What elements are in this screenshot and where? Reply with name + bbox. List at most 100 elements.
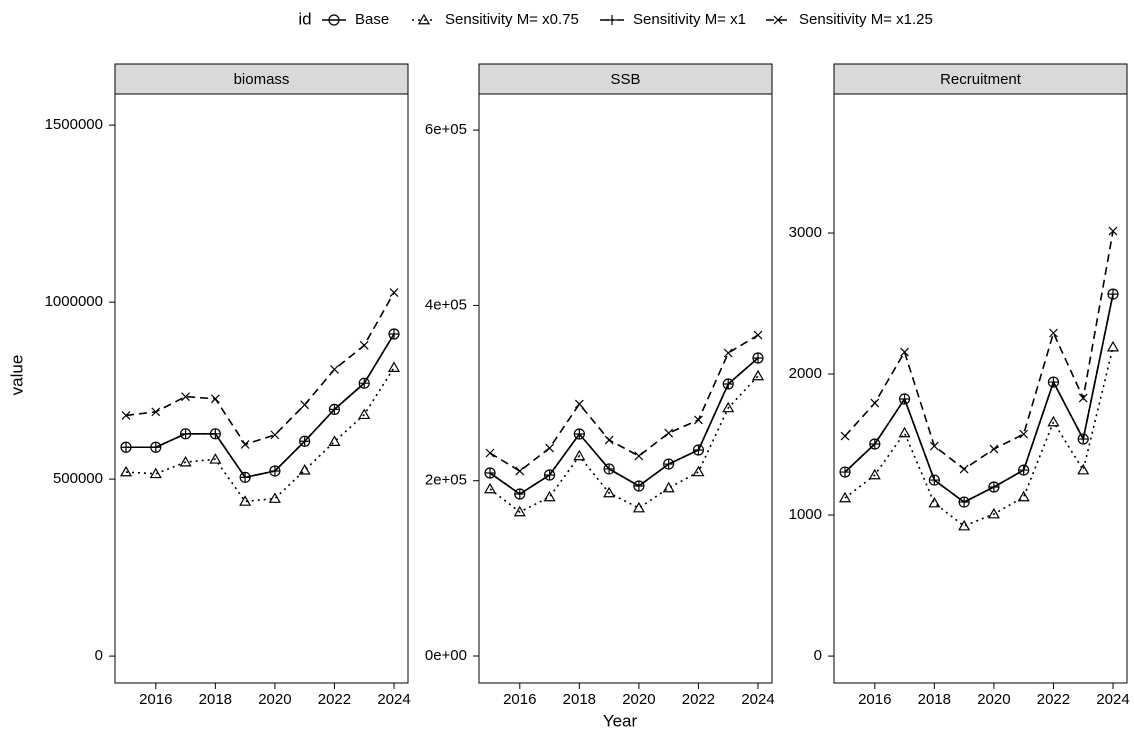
panel-title: SSB: [610, 71, 640, 88]
marker: [723, 379, 734, 390]
marker: [240, 440, 250, 449]
marker: [543, 490, 556, 502]
series-line: [489, 357, 759, 495]
y-tick-label: 500000: [53, 470, 103, 487]
marker: [515, 466, 525, 476]
y-tick-label: 2000: [789, 365, 822, 382]
x-tick-label: 2024: [1096, 691, 1129, 708]
marker: [328, 435, 341, 446]
marker: [210, 394, 220, 404]
marker: [751, 369, 765, 381]
marker: [929, 475, 940, 486]
marker: [1049, 328, 1058, 338]
legend-marker: [607, 15, 617, 25]
legend-marker: [328, 14, 340, 26]
x-tick-label: 2018: [563, 691, 596, 708]
marker: [210, 428, 221, 439]
marker: [604, 463, 615, 474]
x-tick-label: 2024: [377, 691, 410, 708]
x-tick-label: 2016: [139, 691, 172, 708]
marker: [299, 436, 310, 447]
legend-title: id: [298, 9, 311, 28]
plot-frame: [833, 93, 1128, 684]
marker: [180, 428, 191, 439]
marker: [359, 378, 370, 389]
panel-title: Recruitment: [940, 71, 1022, 88]
marker: [483, 482, 497, 494]
marker: [838, 491, 852, 503]
marker: [329, 404, 340, 415]
strip: [833, 63, 1128, 95]
strip: [114, 63, 409, 95]
y-tick-label: 6e+05: [425, 121, 467, 138]
y-tick-label: 3000: [789, 224, 822, 241]
marker: [662, 481, 675, 493]
marker: [840, 431, 850, 441]
marker: [387, 361, 401, 372]
series-line: [844, 293, 1114, 504]
marker: [959, 464, 969, 474]
marker: [753, 352, 764, 363]
marker: [574, 399, 584, 409]
strip: [478, 63, 773, 95]
x-tick-label: 2022: [1037, 691, 1070, 708]
series-line: [489, 375, 759, 513]
series-line: [125, 292, 395, 446]
marker: [179, 455, 192, 467]
marker: [603, 486, 616, 498]
x-tick-label: 2020: [258, 691, 291, 708]
x-tick-label: 2022: [318, 691, 351, 708]
x-tick-label: 2024: [741, 691, 774, 708]
marker: [1078, 393, 1088, 403]
y-tick-label: 4e+05: [425, 296, 467, 313]
legend-label: Sensitivity M= x1.25: [799, 11, 933, 28]
marker: [899, 394, 910, 405]
marker: [632, 501, 645, 513]
marker: [694, 415, 703, 425]
legend-marker: [773, 15, 783, 25]
marker: [753, 330, 763, 340]
marker: [663, 459, 674, 470]
marker: [544, 470, 555, 481]
marker: [270, 430, 280, 440]
x-tick-label: 2016: [858, 691, 891, 708]
marker: [240, 472, 251, 483]
marker: [359, 340, 369, 350]
marker: [513, 505, 526, 517]
y-tick-label: 2e+05: [425, 472, 467, 489]
marker: [1106, 340, 1120, 352]
marker: [209, 453, 222, 464]
x-tick-label: 2020: [622, 691, 655, 708]
marker: [121, 410, 131, 420]
marker: [239, 495, 252, 506]
marker: [573, 449, 586, 461]
marker: [1047, 415, 1060, 427]
marker: [121, 442, 132, 453]
x-tick-label: 2018: [918, 691, 951, 708]
marker: [1017, 490, 1030, 502]
marker: [928, 496, 941, 508]
legend-marker: [417, 13, 431, 25]
marker: [545, 443, 554, 453]
marker: [514, 489, 525, 500]
plot-frame: [478, 93, 773, 684]
y-tick-label: 1500000: [45, 116, 103, 133]
marker: [633, 480, 644, 491]
marker: [989, 444, 999, 454]
marker: [300, 400, 310, 410]
marker: [664, 428, 674, 438]
marker: [929, 441, 939, 451]
legend-label: Base: [355, 11, 389, 28]
series-line: [125, 367, 395, 503]
series-line: [489, 357, 759, 495]
marker: [870, 398, 880, 408]
marker: [959, 497, 970, 508]
marker: [268, 492, 281, 503]
panel-title: biomass: [234, 71, 290, 88]
marker: [150, 442, 161, 453]
series-line: [126, 333, 395, 479]
marker: [1078, 434, 1089, 445]
marker: [119, 465, 133, 477]
